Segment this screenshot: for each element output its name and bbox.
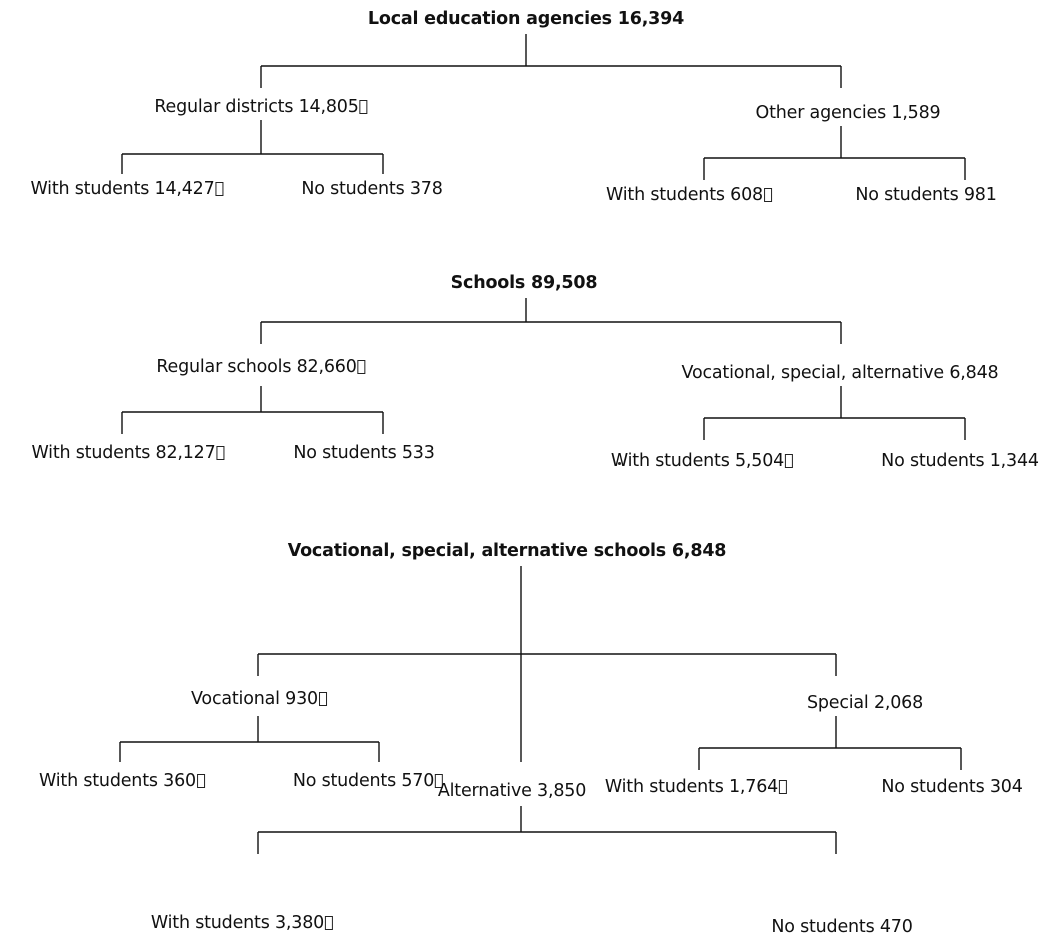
lea-root-label: Local education agencies 16,394 [367,9,685,29]
vsa-branch-label: Alternative 3,850 [437,781,587,801]
vsa-leaf-label: With students 3,380 [151,912,334,934]
schools-branch-label: Regular schools 82,660 [156,356,366,378]
schools-leaf-label: No students 533 [293,443,435,463]
vsa-branch-label: Vocational 930 [191,688,327,710]
lea-branch-label: Other agencies 1,589 [755,103,941,123]
checkbox-glyph-icon [318,692,327,706]
schools-leaf-label: With students 5,504 [611,450,794,472]
checkbox-glyph-icon [196,774,205,788]
checkbox-glyph-icon [779,780,788,794]
vsa-leaf-label: With students 1,764 [605,776,788,798]
checkbox-glyph-icon [435,774,444,788]
lea-leaf-label: With students 14,427 [30,178,224,200]
lea-leaf-label: With students 608 [606,184,772,206]
schools-leaf-label: No students 1,344 [881,451,1039,471]
vsa-root-label: Vocational, special, alternative schools… [287,541,727,561]
checkbox-glyph-icon [357,360,366,374]
checkbox-glyph-icon [359,100,368,114]
vsa-leaf-label: No students 570 [293,770,444,792]
stray-dot [618,462,621,465]
schools-root-label: Schools 89,508 [450,273,598,293]
checkbox-glyph-icon [763,188,772,202]
lea-leaf-label: No students 981 [855,185,997,205]
schools-connectors [121,298,966,440]
schools-leaf-label: With students 82,127 [31,442,225,464]
vsa-leaf-label: With students 360 [39,770,205,792]
vsa-leaf-label: No students 304 [881,777,1023,797]
checkbox-glyph-icon [215,182,224,196]
lea-branch-label: Regular districts 14,805 [154,96,368,118]
checkbox-glyph-icon [325,916,334,930]
vsa-connectors [119,566,962,854]
checkbox-glyph-icon [785,454,794,468]
vsa-branch-label: Special 2,068 [806,693,924,713]
checkbox-glyph-icon [216,446,225,460]
vsa-leaf-label: No students 470 [771,917,913,937]
lea-connectors [121,34,966,180]
lea-leaf-label: No students 378 [301,179,443,199]
schools-branch-label: Vocational, special, alternative 6,848 [681,363,999,383]
